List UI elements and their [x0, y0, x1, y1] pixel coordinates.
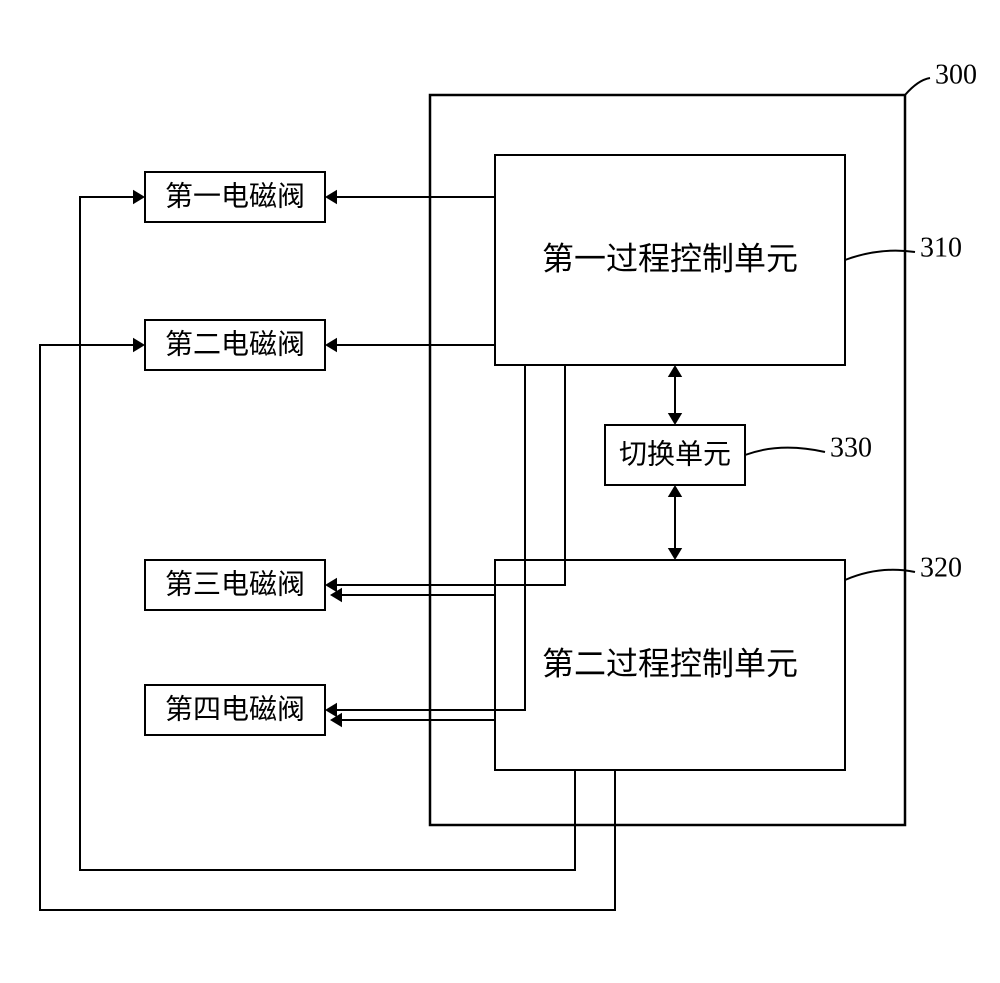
valve3-box: 第三电磁阀	[145, 560, 325, 610]
svg-text:切换单元: 切换单元	[619, 438, 731, 470]
ref-310: 310	[920, 232, 962, 263]
valve1-box: 第一电磁阀	[145, 172, 325, 222]
valve4-box: 第四电磁阀	[145, 685, 325, 735]
svg-text:第三电磁阀: 第三电磁阀	[165, 568, 305, 600]
valve2-box: 第二电磁阀	[145, 320, 325, 370]
svg-text:第一过程控制单元: 第一过程控制单元	[542, 240, 798, 276]
block-diagram: 第一电磁阀 第二电磁阀 第三电磁阀 第四电磁阀 第一过程控制单元 切换单元 第二…	[0, 0, 1000, 983]
svg-text:第二电磁阀: 第二电磁阀	[165, 328, 305, 360]
ctrl2-box: 第二过程控制单元	[495, 560, 845, 770]
svg-text:第二过程控制单元: 第二过程控制单元	[542, 645, 798, 681]
ref-330: 330	[830, 432, 872, 463]
ref-320: 320	[920, 552, 962, 583]
svg-text:第四电磁阀: 第四电磁阀	[165, 693, 305, 725]
ctrl1-box: 第一过程控制单元	[495, 155, 845, 365]
switch-box: 切换单元	[605, 425, 745, 485]
ref-300: 300	[935, 59, 977, 90]
svg-text:第一电磁阀: 第一电磁阀	[165, 180, 305, 212]
